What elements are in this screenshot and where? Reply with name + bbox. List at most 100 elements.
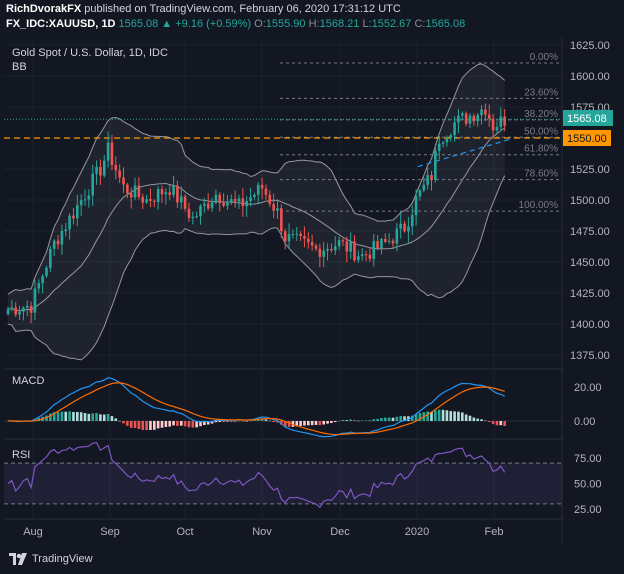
macd-histogram-bar [299, 421, 302, 426]
candle-body [499, 116, 503, 128]
candle-body [87, 195, 91, 200]
candle-body [360, 254, 364, 257]
macd-histogram-bar [484, 420, 487, 422]
candle-body [330, 248, 333, 251]
bb-label: BB [12, 61, 27, 73]
macd-histogram-bar [368, 420, 372, 422]
macd-histogram-bar [91, 413, 94, 421]
macd-histogram-bar [126, 421, 129, 426]
last-price-badge: 1565.08 [563, 110, 613, 126]
price-tick-label: 1375.00 [570, 350, 610, 362]
low-value: 1552.67 [371, 18, 412, 30]
close-value: 1565.08 [425, 18, 466, 30]
candle-body [299, 233, 302, 236]
tradingview-logo[interactable]: TradingView [8, 552, 93, 566]
candle-body [291, 234, 295, 236]
macd-histogram-bar [237, 420, 241, 422]
macd-histogram-bar [480, 419, 483, 421]
macd-histogram-bar [426, 411, 429, 421]
macd-histogram-bar [52, 412, 56, 421]
macd-line [7, 377, 505, 438]
candle-body [60, 231, 64, 245]
macd-histogram-bar [222, 421, 225, 423]
close-label: C: [414, 18, 426, 30]
candle-body [310, 242, 314, 246]
macd-histogram-bar [156, 421, 160, 429]
macd-histogram-bar [353, 420, 356, 421]
candle-body [353, 241, 356, 261]
candle-body [380, 239, 383, 249]
candle-body [10, 307, 14, 310]
candle-body [283, 231, 287, 242]
candle-body [133, 185, 137, 198]
candle-body [137, 185, 141, 197]
macd-histogram-bar [318, 421, 322, 426]
bb-lower [7, 175, 506, 361]
macd-histogram-bar [168, 421, 171, 427]
candle-body [233, 198, 237, 202]
macd-tick-label: 0.00 [574, 416, 595, 428]
macd-histogram-bar [376, 418, 379, 421]
macd-histogram-bar [395, 416, 399, 421]
macd-histogram-bar [326, 421, 329, 424]
macd-histogram-bar [260, 419, 264, 421]
macd-histogram-bar [314, 421, 318, 425]
candle-body [345, 241, 349, 252]
candle-body [437, 143, 441, 151]
rsi-label: RSI [12, 449, 30, 461]
price-tick-label: 1400.00 [570, 319, 610, 331]
macd-histogram-bar [145, 421, 148, 431]
candle-body [461, 113, 464, 116]
macd-histogram-bar [487, 421, 491, 422]
candle-body [110, 142, 114, 166]
rsi-tick-label: 75.00 [574, 453, 602, 465]
pane-title: Gold Spot / U.S. Dollar, 1D, IDC [12, 47, 168, 59]
candle-body [418, 190, 422, 197]
price-tick-label: 1625.00 [570, 40, 610, 52]
candle-body [222, 202, 225, 206]
chart-canvas[interactable]: 0.00% 23.60% 38.20% 50.00% 61.80% 78.60% 100.0… [0, 0, 624, 544]
macd-histogram-bar [172, 421, 175, 426]
last-price: 1565.08 [118, 18, 159, 30]
candle-body [445, 137, 449, 143]
candle-body [307, 238, 310, 243]
candle-body [102, 160, 106, 176]
macd-label: MACD [12, 375, 44, 387]
candle-body [337, 240, 341, 247]
candle-body [106, 142, 110, 161]
candle-body [253, 194, 256, 197]
price-tick-label: 1525.00 [570, 164, 610, 176]
candle-body [349, 241, 352, 252]
macd-histogram-bar [380, 417, 383, 421]
fibonacci-retracement[interactable]: 0.00% 23.60% 38.20% 50.00% 61.80% 78.60% 100.0… [280, 52, 562, 212]
open-label: O: [254, 18, 266, 30]
symbol-name[interactable]: FX_IDC:XAUUSD, 1D [6, 18, 116, 30]
candle-body [168, 192, 171, 195]
macd-histogram-bar [391, 417, 395, 421]
candle-body [29, 305, 33, 313]
bb-fill [8, 63, 505, 360]
candle-body [280, 208, 283, 232]
macd-histogram-bar [6, 421, 10, 422]
macd-histogram-bar [384, 417, 387, 421]
macd-histogram-bar [476, 418, 479, 421]
fib-level-label: 23.60% [524, 87, 558, 98]
time-tick-label: Sep [100, 526, 120, 538]
author-name[interactable]: RichDvorakFX [6, 3, 82, 15]
candle-body [364, 254, 368, 256]
candle-body [503, 116, 506, 126]
candle-body [183, 196, 187, 209]
publish-text: published on TradingView.com, February 0… [84, 3, 401, 15]
candle-body [341, 240, 345, 242]
macd-histogram-bar [360, 420, 364, 422]
macd-histogram-bar [283, 421, 287, 427]
candle-body [372, 241, 376, 259]
candle-body [126, 184, 129, 194]
macd-histogram-bar [195, 421, 198, 428]
symbol-info: FX_IDC:XAUUSD, 1D 1565.08 ▲ +9.16 (+0.59… [6, 18, 465, 30]
candle-body [25, 305, 29, 308]
support-price-badge: 1550.00 [563, 130, 611, 146]
candle-body [191, 216, 195, 219]
macd-histogram-bar [430, 411, 433, 421]
price-candles [6, 103, 506, 324]
